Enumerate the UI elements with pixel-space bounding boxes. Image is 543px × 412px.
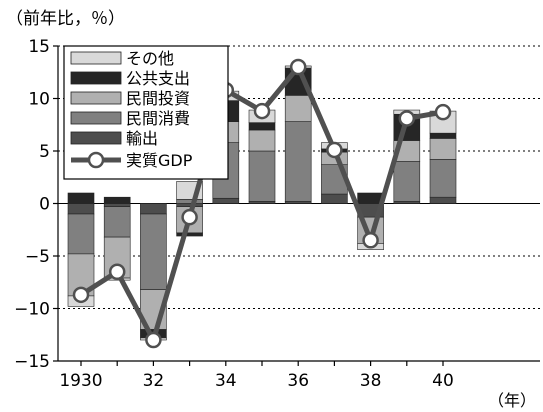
legend-label: 輸出 xyxy=(126,129,158,148)
x-unit-label: （年） xyxy=(488,391,536,410)
gdp-point xyxy=(181,208,198,226)
y-unit-label: （前年比，％） xyxy=(6,9,125,29)
bar-segment xyxy=(321,193,348,204)
bar-segment xyxy=(103,206,131,238)
legend-swatch xyxy=(70,51,122,65)
legend-swatch xyxy=(70,71,122,85)
bar-segment xyxy=(140,203,167,215)
gdp-point xyxy=(398,110,416,127)
y-tick-label: −5 xyxy=(25,247,50,267)
x-tick-label: 38 xyxy=(360,371,382,391)
legend-label: その他 xyxy=(126,49,174,68)
bar-segment xyxy=(176,232,203,237)
gdp-point xyxy=(434,103,452,121)
x-tick-label: 1930 xyxy=(59,371,102,391)
y-tick-label: −15 xyxy=(14,352,50,372)
gdp-line-series xyxy=(72,58,452,349)
bar-segment xyxy=(67,213,95,255)
bar-segment xyxy=(140,213,167,290)
bar-segment xyxy=(103,203,131,207)
bar-segment xyxy=(393,161,421,202)
bar-segment xyxy=(248,129,276,152)
gdp-point xyxy=(289,58,307,76)
bar-segment xyxy=(429,132,457,139)
bar-segment xyxy=(176,203,203,207)
bar-segment xyxy=(393,201,421,204)
x-tick-label: 40 xyxy=(432,371,454,391)
x-tick-label: 32 xyxy=(143,371,165,391)
legend-marker xyxy=(87,151,105,169)
bar-segment xyxy=(67,203,95,215)
bar-segment xyxy=(284,201,312,204)
gdp-point xyxy=(362,232,379,249)
bar-segment xyxy=(248,201,276,204)
bar-segment xyxy=(67,192,95,204)
bar-segment xyxy=(429,138,457,160)
legend-swatch xyxy=(70,91,122,105)
axes: 15 10 5 0 −5 −10 −15 1930 32 34 36 38 40 xyxy=(14,37,540,391)
legend-swatch xyxy=(70,111,122,125)
bar-segment xyxy=(429,196,457,204)
y-tick-label: 5 xyxy=(39,142,50,162)
x-tick-label: 36 xyxy=(287,371,309,391)
bar-segment xyxy=(212,197,240,204)
bar-segment xyxy=(103,196,131,204)
legend-label: 公共支出 xyxy=(126,69,190,88)
legend-swatch xyxy=(70,131,122,145)
bar-segment xyxy=(284,121,312,202)
bar-segment xyxy=(248,122,276,131)
y-tick-label: 0 xyxy=(39,195,50,215)
y-tick-label: 10 xyxy=(28,90,50,110)
gdp-point xyxy=(253,102,271,120)
gdp-point xyxy=(108,263,126,280)
gdp-point xyxy=(326,141,343,159)
y-tick-label: 15 xyxy=(28,37,50,57)
y-tick-label: −10 xyxy=(14,300,50,320)
gdp-point xyxy=(72,286,90,304)
bar-segment xyxy=(284,95,312,122)
stacked-bars xyxy=(67,65,457,341)
legend-label: 実質GDP xyxy=(126,151,193,170)
x-tick-label: 34 xyxy=(215,371,237,391)
bar-segment xyxy=(429,159,457,198)
legend-label: 民間投資 xyxy=(126,89,190,108)
gdp-point xyxy=(145,331,162,349)
legend-label: 民間消費 xyxy=(126,109,190,128)
bar-segment xyxy=(176,199,203,204)
bar-segment xyxy=(248,150,276,202)
